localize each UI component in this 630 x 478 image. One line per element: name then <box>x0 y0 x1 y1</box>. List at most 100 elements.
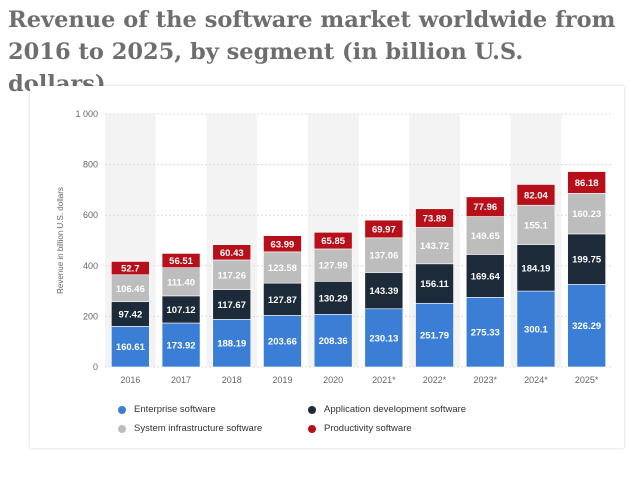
y-tick-label: 0 <box>93 362 98 372</box>
bar-segment <box>465 254 505 298</box>
legend-item-enterprise[interactable]: Enterprise software <box>118 404 308 415</box>
bar-segment <box>161 253 201 269</box>
bar-segment <box>212 259 252 290</box>
legend-dot-productivity <box>308 424 316 433</box>
bar-segment <box>212 244 252 261</box>
data-label: 326.29 <box>572 321 601 332</box>
legend-dot-system-infrastructure <box>118 424 126 433</box>
x-tick-label: 2019 <box>272 375 292 385</box>
data-label: 199.75 <box>572 255 602 266</box>
y-tick-label: 600 <box>83 210 98 220</box>
data-label: 143.72 <box>420 241 449 252</box>
y-tick-label: 1 000 <box>75 109 98 119</box>
bar-segment <box>364 308 404 368</box>
data-label: 123.58 <box>268 263 297 274</box>
data-label: 160.61 <box>116 342 146 353</box>
bar-segment <box>465 216 505 255</box>
data-label: 52.7 <box>121 264 140 275</box>
data-label: 188.19 <box>217 339 246 350</box>
data-label: 143.39 <box>369 286 398 297</box>
bar-segment <box>516 184 556 206</box>
page-title: Revenue of the software market worldwide… <box>8 7 616 97</box>
data-label: 275.33 <box>471 328 500 339</box>
x-tick-label: 2025* <box>575 375 599 385</box>
data-label: 86.18 <box>575 178 599 189</box>
bar-segment <box>415 227 454 265</box>
x-tick-label: 2023* <box>473 375 497 385</box>
bar-segment <box>516 290 556 368</box>
data-label: 230.13 <box>369 333 398 344</box>
data-label: 173.92 <box>167 340 196 351</box>
y-tick-label: 200 <box>83 311 98 321</box>
bar-segment <box>161 322 201 368</box>
data-label: 117.26 <box>217 270 246 281</box>
x-tick-label: 2018 <box>222 375 242 385</box>
data-label: 137.06 <box>369 251 398 262</box>
data-label: 73.89 <box>423 214 447 225</box>
bar-segment <box>567 284 606 368</box>
bar-segment <box>111 301 150 327</box>
y-tick-label: 800 <box>83 160 98 170</box>
chart-legend: Enterprise software Application developm… <box>118 404 598 434</box>
bar-segment <box>313 248 353 282</box>
data-label: 130.29 <box>319 293 348 304</box>
bar-segment <box>364 237 404 273</box>
data-label: 208.36 <box>319 336 348 347</box>
bar-segment <box>313 313 353 368</box>
x-tick-label: 2024* <box>524 375 548 385</box>
bar-segment <box>313 281 353 315</box>
data-label: 107.12 <box>167 305 196 316</box>
x-tick-label: 2022* <box>423 375 447 385</box>
data-label: 77.96 <box>473 202 497 213</box>
data-label: 160.23 <box>572 209 601 220</box>
data-label: 156.11 <box>420 279 449 290</box>
y-axis-title: Revenue in billion U.S. dollars <box>56 187 65 294</box>
data-label: 127.87 <box>268 295 297 306</box>
legend-item-application-development[interactable]: Application development software <box>308 404 538 415</box>
legend-item-productivity[interactable]: Productivity software <box>308 423 538 434</box>
data-label: 251.79 <box>420 331 449 342</box>
data-label: 155.1 <box>524 220 548 231</box>
bar-segment <box>415 208 454 228</box>
data-label: 65.85 <box>321 236 345 247</box>
x-tick-label: 2016 <box>120 375 140 385</box>
legend-dot-enterprise <box>118 405 126 414</box>
data-label: 300.1 <box>524 325 548 336</box>
data-label: 203.66 <box>268 337 297 348</box>
legend-label-productivity: Productivity software <box>324 423 412 434</box>
data-label: 82.04 <box>524 190 548 201</box>
data-label: 127.99 <box>319 261 348 272</box>
data-label: 117.67 <box>217 300 246 311</box>
bar-segment <box>212 289 252 320</box>
data-label: 97.42 <box>118 310 142 321</box>
legend-item-system-infrastructure[interactable]: System infrastructure software <box>118 423 308 434</box>
y-tick-label: 400 <box>83 261 98 271</box>
bar-segment <box>364 219 404 239</box>
legend-label-system-infrastructure: System infrastructure software <box>134 423 263 434</box>
data-label: 69.97 <box>372 224 396 235</box>
bar-segment <box>567 193 606 235</box>
legend-label-enterprise: Enterprise software <box>134 404 216 415</box>
legend-dot-application-development <box>308 405 316 414</box>
bar-segment <box>263 235 302 253</box>
bar-segment <box>111 261 150 276</box>
bar-segment <box>161 295 201 324</box>
bar-segment <box>516 204 556 245</box>
bar-segment <box>567 171 606 194</box>
x-tick-label: 2020 <box>323 375 343 385</box>
legend-label-application-development: Application development software <box>324 404 467 415</box>
x-tick-label: 2017 <box>171 375 191 385</box>
data-label: 184.19 <box>521 263 550 274</box>
bar-segment <box>313 231 353 250</box>
data-label: 56.51 <box>169 256 193 267</box>
bar-segment <box>364 272 404 310</box>
bar-segment <box>516 244 556 292</box>
bar-segment <box>111 274 150 303</box>
data-label: 111.40 <box>167 277 195 288</box>
data-label: 63.99 <box>271 239 295 250</box>
data-label: 169.64 <box>471 271 501 282</box>
bar-segment <box>415 302 454 368</box>
bar-segment <box>263 251 302 284</box>
